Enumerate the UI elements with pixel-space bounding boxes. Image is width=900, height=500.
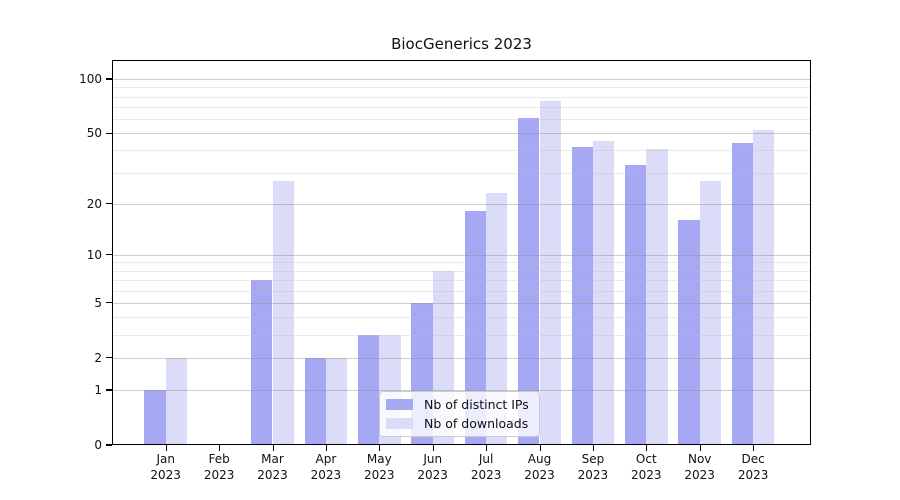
x-tick-label: Oct 2023 xyxy=(631,452,662,482)
x-tick xyxy=(486,445,488,451)
bar-may-distinct-ips xyxy=(357,335,380,445)
bar-jan-distinct-ips xyxy=(144,390,166,445)
y-tick xyxy=(106,389,112,391)
bar-mar-distinct-ips xyxy=(251,280,273,445)
gridline-major xyxy=(113,79,810,80)
x-tick xyxy=(753,445,755,451)
y-tick xyxy=(106,132,112,134)
y-tick-label: 50 xyxy=(86,126,102,141)
x-tick-label: Jul 2023 xyxy=(470,452,502,482)
gridline-minor xyxy=(113,106,810,108)
legend-swatch-distinct-ips xyxy=(386,399,413,410)
y-tick-label: 5 xyxy=(94,295,102,310)
legend-label-downloads: Nb of downloads xyxy=(424,416,529,431)
y-tick xyxy=(106,357,112,359)
y-tick-label: 20 xyxy=(86,196,102,211)
x-tick-label: Aug 2023 xyxy=(524,452,555,482)
bar-jul-distinct-ips xyxy=(464,211,487,445)
y-tick xyxy=(106,202,112,205)
bar-jul-downloads xyxy=(486,192,508,445)
x-tick xyxy=(379,445,381,451)
x-tick-label: Jan 2023 xyxy=(150,452,181,482)
legend: Nb of distinct IPs Nb of downloads xyxy=(379,391,540,437)
gridline-minor xyxy=(113,96,810,98)
bar-aug-downloads xyxy=(539,100,561,445)
gridline-minor xyxy=(113,150,810,152)
bar-dec-distinct-ips xyxy=(731,143,754,445)
y-tick-label: 0 xyxy=(94,438,102,452)
x-tick-label: Feb 2023 xyxy=(203,452,235,482)
x-tick-label: Dec 2023 xyxy=(737,452,769,482)
x-tick xyxy=(432,445,434,451)
legend-item-downloads: Nb of downloads xyxy=(386,416,529,431)
bar-apr-downloads xyxy=(325,357,348,445)
x-tick-label: Mar 2023 xyxy=(257,452,288,482)
y-tick xyxy=(106,302,112,304)
gridline-minor xyxy=(113,118,810,120)
bar-oct-distinct-ips xyxy=(624,165,647,445)
bar-oct-downloads xyxy=(646,148,668,445)
x-tick xyxy=(165,445,167,451)
y-tick xyxy=(106,444,112,446)
x-tick xyxy=(646,445,648,451)
x-tick-label: Sep 2023 xyxy=(577,452,609,482)
y-tick-label: 2 xyxy=(94,350,102,365)
y-tick-label: 1 xyxy=(94,383,102,398)
x-tick-label: May 2023 xyxy=(364,452,395,482)
gridline-major xyxy=(113,133,810,135)
x-tick-label: Jun 2023 xyxy=(417,452,448,482)
chart-title: BiocGenerics 2023 xyxy=(391,35,532,53)
x-tick xyxy=(539,445,541,451)
legend-item-distinct-ips: Nb of distinct IPs xyxy=(386,397,529,412)
x-tick xyxy=(272,445,274,451)
gridline-minor xyxy=(113,87,810,89)
legend-swatch-downloads xyxy=(386,418,413,429)
bar-mar-downloads xyxy=(272,180,294,445)
bar-dec-downloads xyxy=(753,130,775,445)
y-tick-label: 100 xyxy=(79,72,102,86)
y-tick xyxy=(106,78,112,80)
legend-label-distinct-ips: Nb of distinct IPs xyxy=(424,397,529,412)
bar-apr-distinct-ips xyxy=(304,357,326,445)
gridline-minor xyxy=(113,172,810,174)
x-tick xyxy=(325,445,328,451)
x-tick-label: Nov 2023 xyxy=(684,452,715,482)
x-tick xyxy=(219,445,221,451)
x-tick xyxy=(592,445,595,451)
bar-aug-distinct-ips xyxy=(518,117,540,445)
bar-jan-downloads xyxy=(165,357,188,445)
y-tick-label: 10 xyxy=(86,247,102,262)
x-tick-label: Apr 2023 xyxy=(310,452,342,482)
bar-sep-downloads xyxy=(592,141,615,445)
x-tick xyxy=(699,445,701,451)
y-tick xyxy=(106,254,112,256)
bar-nov-downloads xyxy=(699,180,722,445)
bar-nov-distinct-ips xyxy=(678,220,700,445)
bar-sep-distinct-ips xyxy=(571,146,593,445)
